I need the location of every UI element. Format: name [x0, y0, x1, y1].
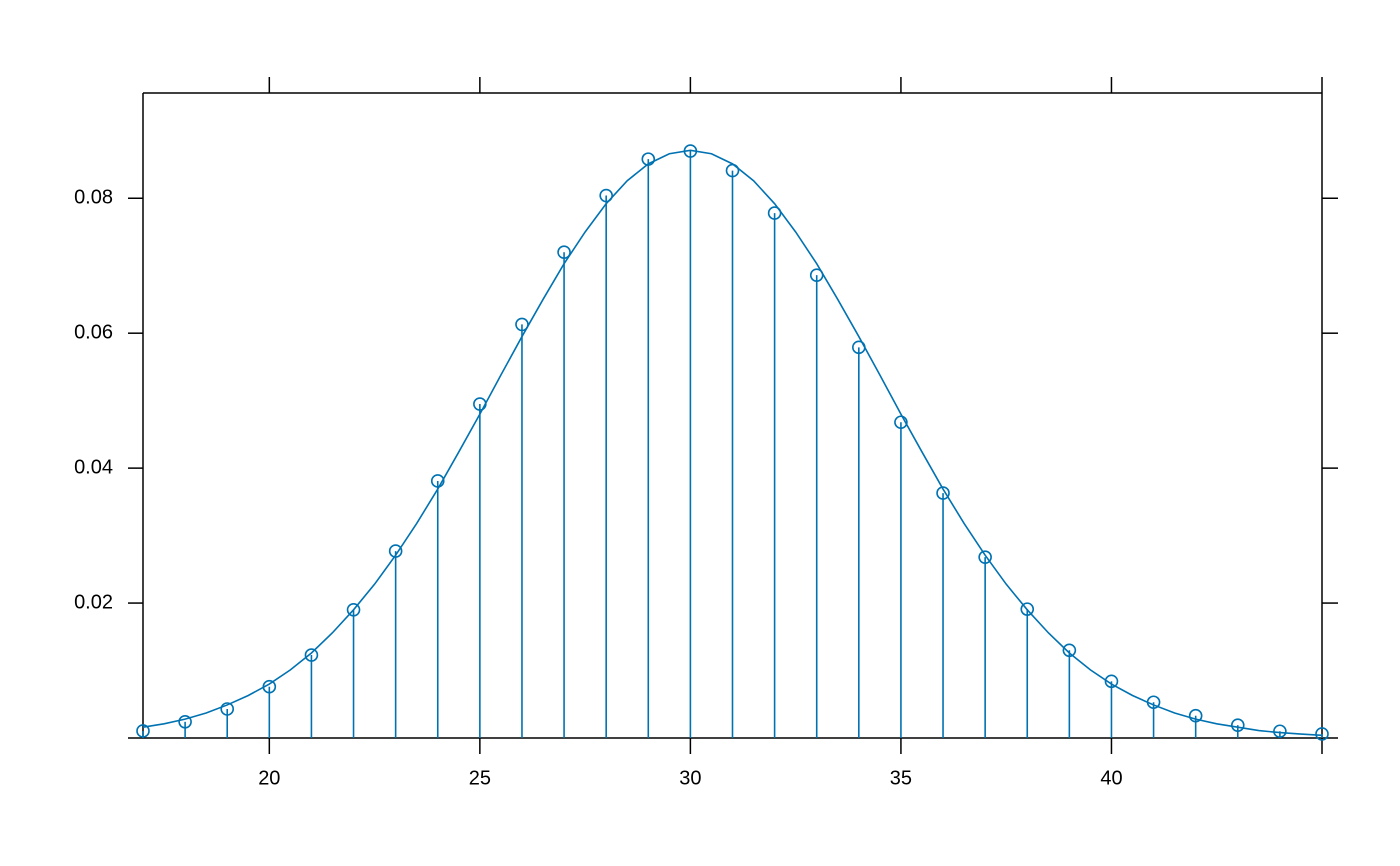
point: [1273, 724, 1287, 739]
point: [178, 715, 192, 729]
point: [683, 144, 698, 158]
point: [1062, 643, 1077, 658]
point: [1020, 602, 1035, 616]
point: [978, 550, 992, 564]
y-tick-label: 0.02: [74, 591, 113, 613]
point: [641, 152, 656, 166]
point: [515, 317, 529, 332]
y-tick-label: 0.04: [74, 456, 113, 478]
point: [852, 340, 866, 355]
point: [473, 397, 487, 411]
point: [136, 724, 150, 738]
point: [1315, 727, 1329, 741]
y-tick-label: 0.08: [74, 187, 113, 209]
point: [1146, 695, 1161, 710]
point: [599, 188, 613, 203]
y-tick-label: 0.06: [74, 321, 113, 343]
point: [894, 415, 908, 430]
point: [767, 206, 782, 220]
x-tick-label: 20: [258, 767, 280, 789]
point: [304, 648, 319, 662]
point: [936, 486, 950, 500]
point: [262, 679, 277, 694]
point: [1104, 674, 1119, 689]
point: [1230, 718, 1245, 732]
point: [346, 603, 361, 617]
x-tick-label: 40: [1100, 767, 1122, 789]
point: [220, 702, 235, 716]
point: [1188, 708, 1203, 723]
point: [725, 163, 740, 178]
x-tick-label: 35: [890, 767, 912, 789]
point: [430, 474, 445, 488]
point: [557, 245, 571, 260]
point: [809, 268, 824, 282]
x-tick-label: 25: [469, 767, 491, 789]
x-tick-label: 30: [679, 767, 701, 789]
point: [388, 544, 403, 558]
